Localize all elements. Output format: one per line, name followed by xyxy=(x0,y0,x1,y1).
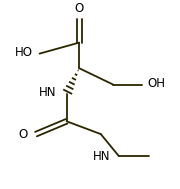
Text: HO: HO xyxy=(15,46,33,59)
Text: O: O xyxy=(75,2,84,15)
Text: HN: HN xyxy=(93,150,111,163)
Text: O: O xyxy=(19,128,28,141)
Text: OH: OH xyxy=(148,77,166,90)
Text: HN: HN xyxy=(39,86,57,99)
